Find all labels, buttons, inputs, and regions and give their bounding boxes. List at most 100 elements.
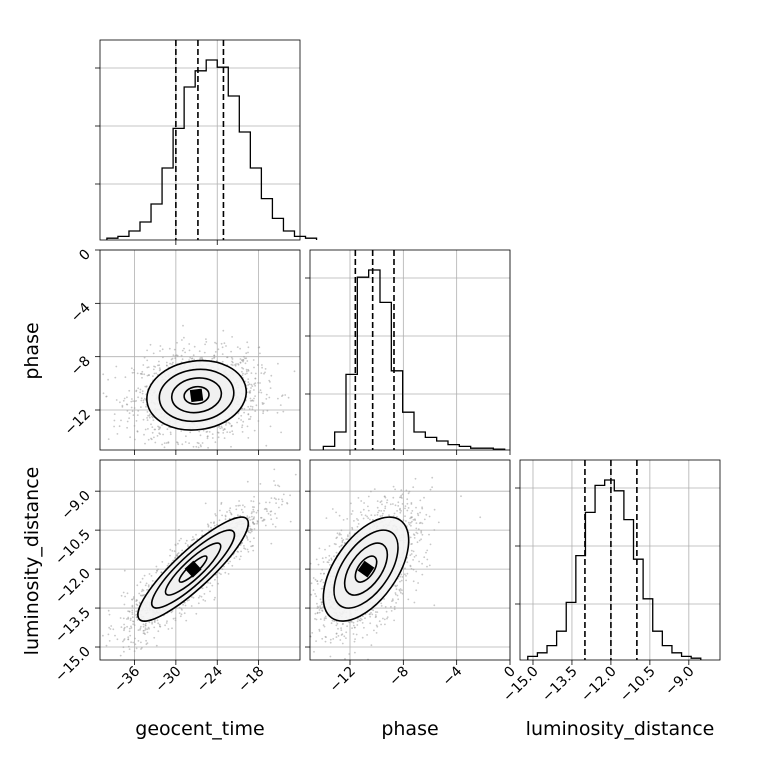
scatter-point bbox=[246, 341, 249, 344]
scatter-point bbox=[342, 622, 344, 625]
scatter-point bbox=[282, 493, 285, 496]
scatter-point bbox=[408, 521, 410, 524]
scatter-point bbox=[179, 615, 182, 618]
scatter-point bbox=[127, 610, 129, 612]
tick-label-x-ld-r2-4: −9.0 bbox=[662, 664, 697, 699]
scatter-point bbox=[223, 342, 226, 345]
scatter-point bbox=[140, 397, 143, 400]
scatter-point bbox=[231, 358, 234, 360]
density-peak-geocent-time-vs-phase bbox=[189, 388, 204, 403]
scatter-point bbox=[426, 565, 428, 568]
scatter-point bbox=[412, 559, 414, 561]
scatter-point bbox=[401, 493, 404, 496]
scatter-point bbox=[314, 618, 316, 620]
scatter-point bbox=[146, 374, 149, 377]
scatter-point bbox=[113, 413, 116, 415]
scatter-point bbox=[357, 519, 359, 521]
scatter-point bbox=[414, 477, 417, 480]
scatter-point bbox=[384, 623, 386, 626]
scatter-point bbox=[215, 342, 218, 345]
scatter-point bbox=[351, 510, 354, 512]
scatter-point bbox=[428, 533, 430, 536]
scatter-point bbox=[241, 426, 243, 429]
scatter-point bbox=[404, 507, 406, 510]
scatter-point bbox=[254, 410, 257, 412]
scatter-point bbox=[128, 630, 131, 633]
scatter-point bbox=[277, 397, 279, 400]
scatter-point bbox=[165, 361, 168, 364]
scatter-point bbox=[406, 561, 409, 564]
scatter-point bbox=[142, 623, 145, 626]
scatter-point bbox=[370, 514, 373, 516]
scatter-point bbox=[129, 619, 132, 621]
scatter-point bbox=[240, 550, 243, 553]
scatter-point bbox=[183, 347, 185, 350]
scatter-point bbox=[410, 553, 413, 555]
scatter-point bbox=[277, 498, 280, 501]
scatter-point bbox=[180, 430, 183, 432]
scatter-point bbox=[141, 392, 144, 395]
scatter-point bbox=[239, 347, 242, 350]
scatter-point bbox=[139, 388, 142, 391]
scatter-point bbox=[180, 537, 182, 540]
scatter-point bbox=[132, 596, 135, 598]
scatter-point bbox=[335, 511, 337, 514]
scatter-point bbox=[206, 437, 209, 440]
scatter-point bbox=[174, 617, 177, 620]
scatter-point bbox=[318, 609, 321, 611]
scatter-point bbox=[152, 352, 155, 355]
scatter-point bbox=[399, 575, 401, 578]
scatter-point bbox=[203, 351, 206, 354]
scatter-point bbox=[227, 573, 230, 575]
scatter-point bbox=[273, 480, 275, 482]
scatter-point bbox=[275, 502, 277, 504]
scatter-point bbox=[174, 354, 177, 357]
scatter-point bbox=[412, 580, 415, 583]
contour-phase-vs-luminosity-distance-3 bbox=[354, 555, 378, 583]
scatter-point bbox=[123, 603, 126, 606]
scatter-point bbox=[318, 628, 321, 631]
scatter-point bbox=[263, 508, 266, 510]
scatter-point bbox=[218, 425, 221, 427]
scatter-point bbox=[266, 510, 268, 513]
scatter-point bbox=[317, 606, 320, 609]
scatter-point bbox=[126, 592, 129, 595]
scatter-point bbox=[246, 548, 249, 551]
scatter-point bbox=[394, 504, 397, 507]
scatter-point bbox=[207, 581, 209, 584]
scatter-point bbox=[231, 430, 234, 433]
scatter-point bbox=[364, 617, 366, 620]
scatter-point bbox=[319, 598, 322, 601]
scatter-point bbox=[401, 497, 403, 499]
scatter-point bbox=[410, 549, 413, 552]
scatter-point bbox=[383, 618, 386, 621]
scatter-point bbox=[396, 584, 399, 587]
scatter-point bbox=[198, 350, 201, 353]
scatter-point bbox=[419, 511, 421, 514]
xlabel-geocent-time: geocent_time bbox=[135, 718, 264, 740]
scatter-point bbox=[174, 619, 177, 622]
scatter-point bbox=[270, 497, 273, 499]
scatter-point bbox=[188, 599, 190, 601]
scatter-point bbox=[322, 581, 325, 584]
scatter-point bbox=[319, 580, 322, 583]
scatter-point bbox=[257, 420, 260, 422]
scatter-point bbox=[167, 562, 170, 565]
scatter-point bbox=[188, 349, 191, 352]
panel-frame-phase-hist bbox=[309, 249, 511, 451]
scatter-point bbox=[320, 607, 322, 610]
scatter-point bbox=[157, 630, 160, 633]
scatter-point bbox=[248, 525, 251, 528]
scatter-point bbox=[241, 359, 243, 361]
scatter-point bbox=[378, 620, 381, 623]
panel-frame-geocent-time-vs-luminosity-distance bbox=[99, 459, 301, 661]
scatter-point bbox=[408, 523, 411, 526]
scatter-point bbox=[135, 420, 138, 422]
scatter-point bbox=[126, 410, 129, 412]
tick-label-y-ld-c0-3: −13.5 bbox=[52, 605, 94, 647]
scatter-point bbox=[223, 565, 225, 568]
scatter-point bbox=[246, 537, 249, 539]
scatter-point bbox=[323, 625, 326, 628]
scatter-point bbox=[202, 599, 205, 601]
scatter-point bbox=[214, 513, 217, 515]
